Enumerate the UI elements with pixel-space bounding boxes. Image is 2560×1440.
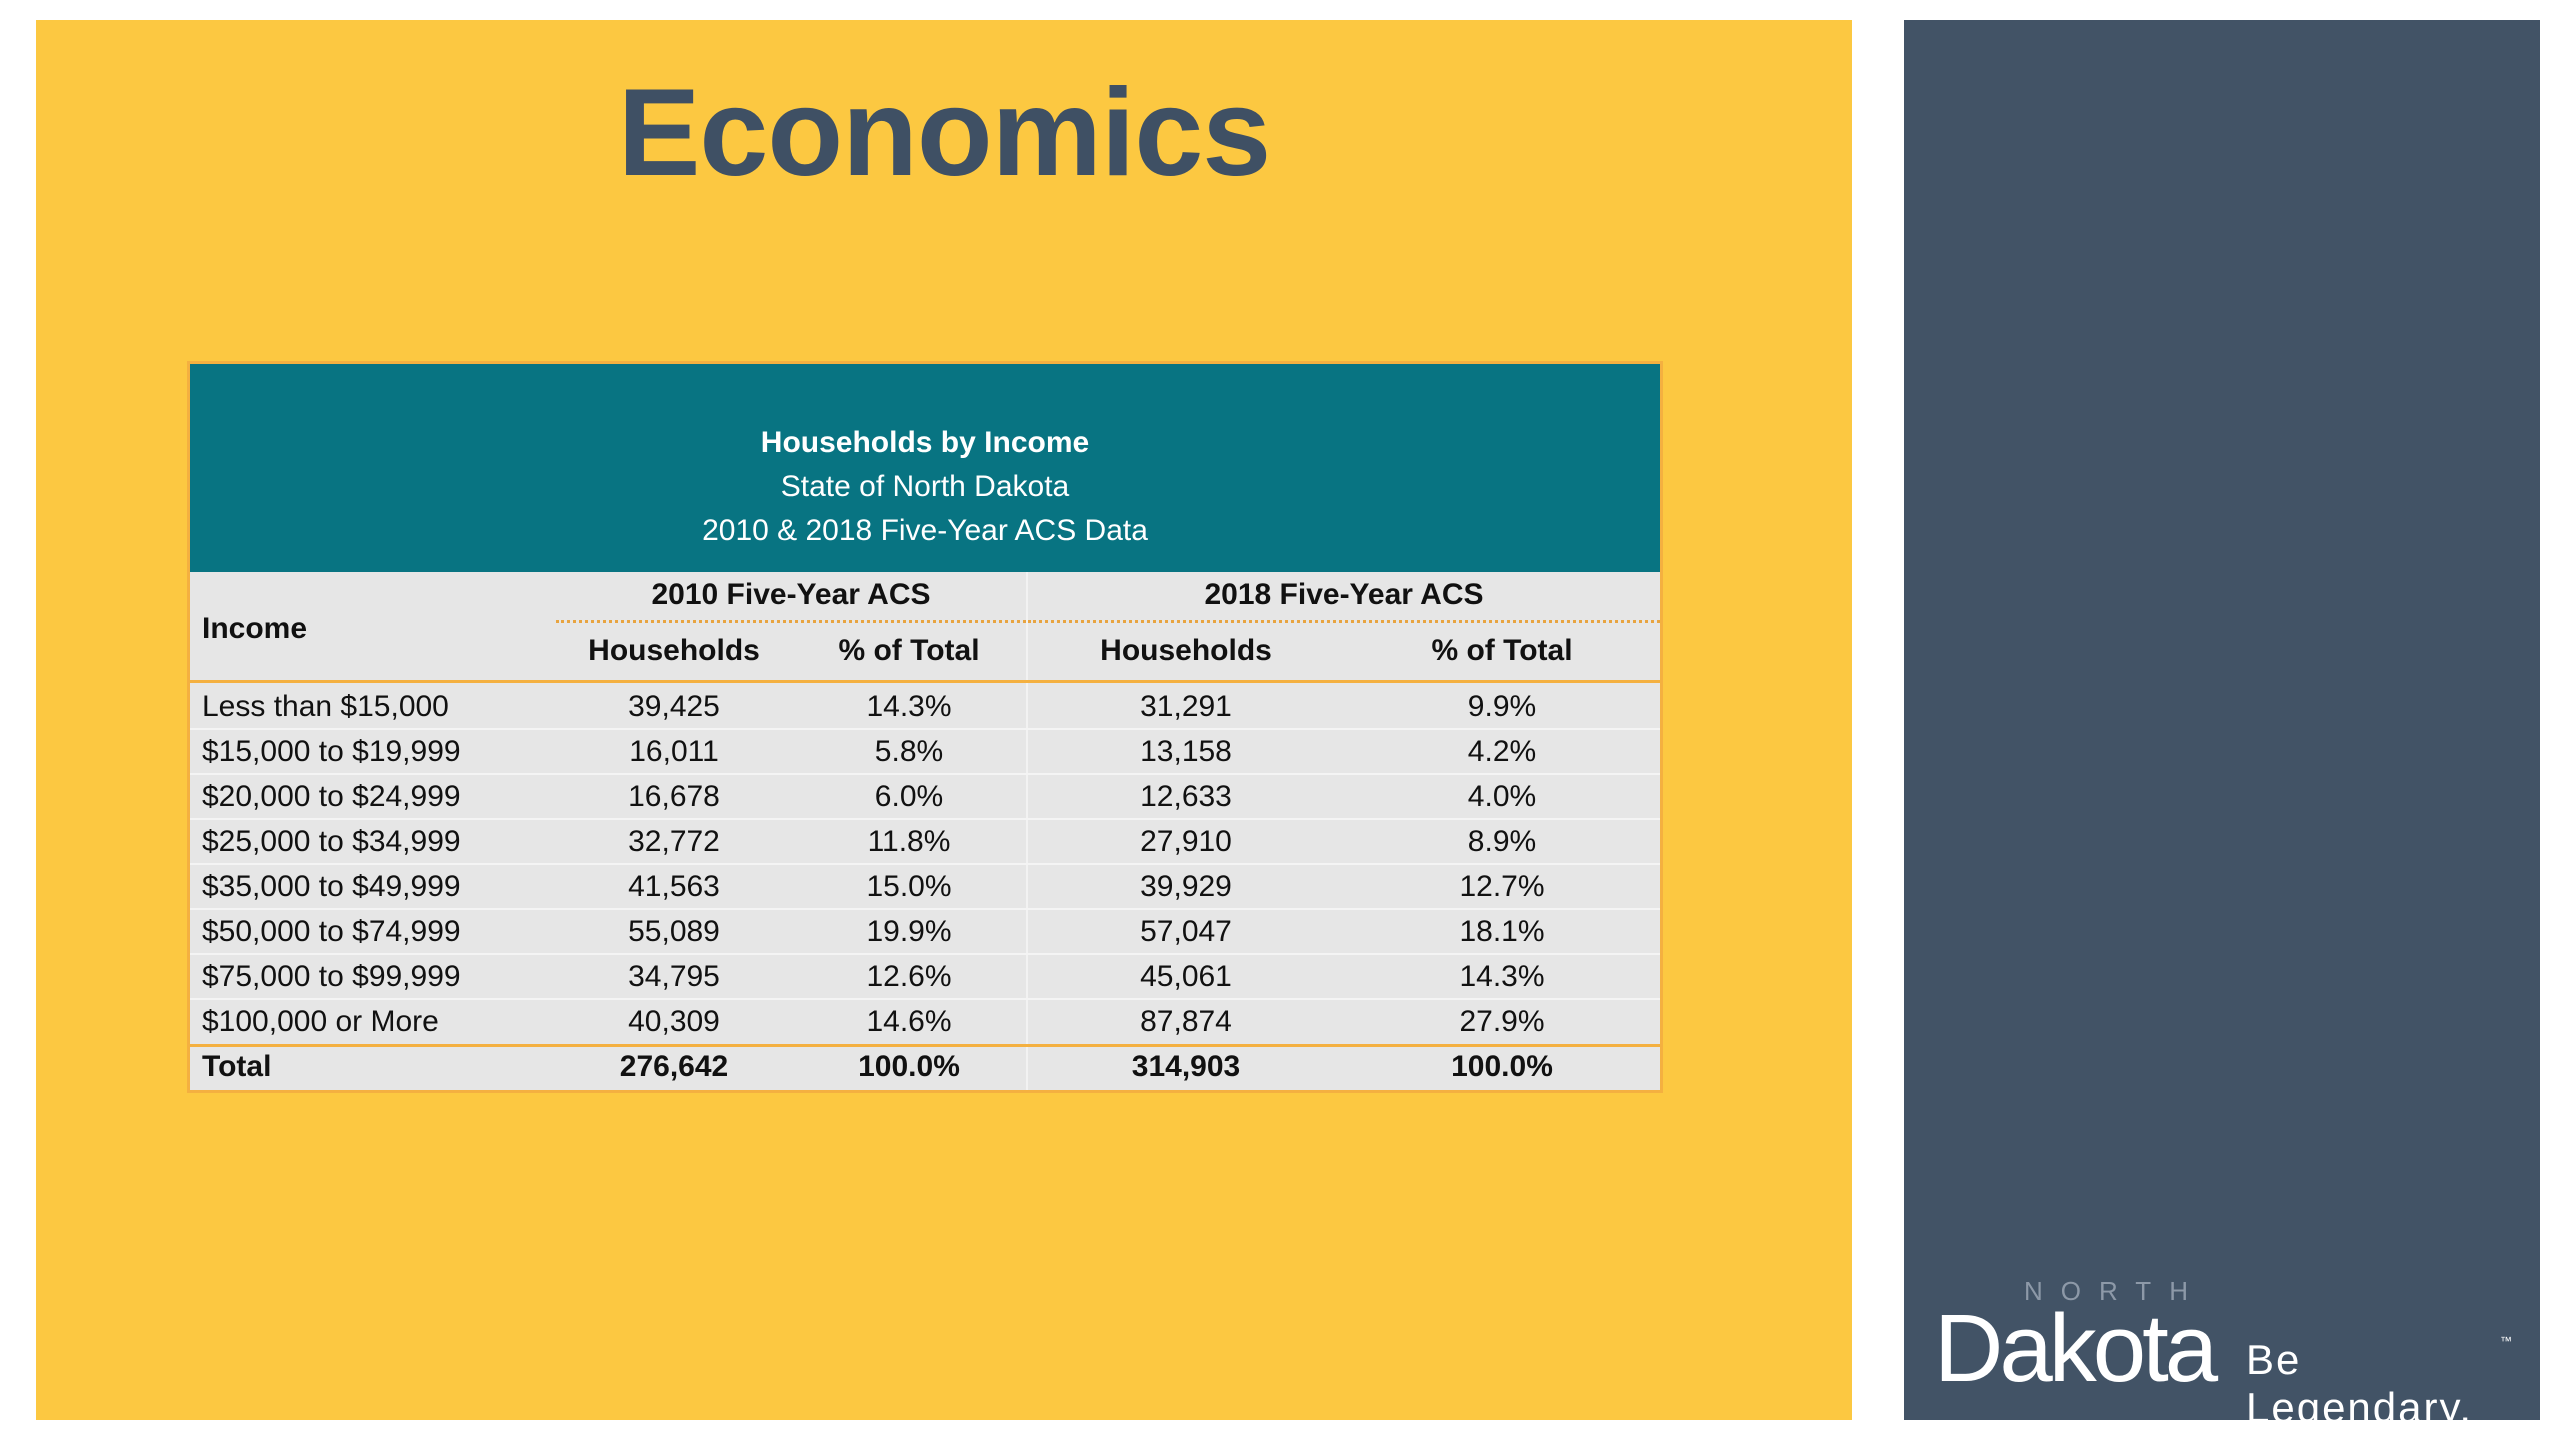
- row-percent-2010: 14.6%: [866, 1005, 952, 1038]
- header-divider: [190, 680, 1660, 683]
- row-percent-2018: 18.1%: [1459, 915, 1545, 948]
- row-income-label: $35,000 to $49,999: [202, 870, 461, 903]
- north-dakota-logo: NORTH Dakota Be Legendary. ™: [1934, 1270, 2514, 1431]
- slide-content: Economics Households by Income State of …: [36, 20, 1852, 1420]
- group-header-2010: 2010 Five-Year ACS: [651, 578, 931, 611]
- row-income-label: $100,000 or More: [202, 1005, 439, 1038]
- income-column-header: Income: [202, 612, 308, 645]
- row-percent-2010: 14.3%: [866, 690, 952, 723]
- row-households-2010: 16,011: [629, 735, 719, 768]
- column-divider: [1026, 572, 1028, 1090]
- table-heading: Households by Income: [760, 426, 1090, 459]
- row-households-2018: 13,158: [1140, 735, 1232, 768]
- group-underline-2010: [556, 620, 1026, 623]
- row-separator: [190, 773, 1660, 775]
- row-households-2018: 31,291: [1140, 690, 1232, 723]
- column-header-percent-2010: % of Total: [838, 634, 980, 667]
- row-percent-2010: 19.9%: [866, 915, 952, 948]
- row-income-label: $50,000 to $74,999: [202, 915, 461, 948]
- row-households-2010: 16,678: [628, 780, 720, 813]
- row-percent-2010: 12.6%: [866, 960, 952, 993]
- row-households-2010: 55,089: [628, 915, 720, 948]
- logo-north-text: NORTH: [2024, 1276, 2206, 1306]
- row-households-2018: 45,061: [1140, 960, 1232, 993]
- slide-title: Economics: [617, 64, 1272, 202]
- row-households-2010: 40,309: [628, 1005, 720, 1038]
- row-households-2018: 39,929: [1140, 870, 1232, 903]
- column-header-households-2010: Households: [588, 634, 760, 667]
- total-label: Total: [202, 1050, 272, 1083]
- total-percent-2018: 100.0%: [1451, 1050, 1553, 1083]
- table-subheading: State of North Dakota: [780, 470, 1070, 503]
- row-percent-2010: 5.8%: [874, 735, 944, 768]
- row-percent-2010: 11.8%: [867, 825, 951, 858]
- table-data-source: 2010 & 2018 Five-Year ACS Data: [702, 514, 1148, 547]
- row-income-label: $15,000 to $19,999: [202, 735, 461, 768]
- side-panel: NORTH Dakota Be Legendary. ™: [1904, 20, 2540, 1431]
- row-income-label: $25,000 to $34,999: [202, 825, 461, 858]
- row-income-label: $20,000 to $24,999: [202, 780, 461, 813]
- row-percent-2018: 4.0%: [1467, 780, 1537, 813]
- row-percent-2010: 6.0%: [874, 780, 944, 813]
- row-households-2018: 27,910: [1140, 825, 1232, 858]
- column-header-percent-2018: % of Total: [1431, 634, 1573, 667]
- row-separator: [190, 908, 1660, 910]
- row-separator: [190, 863, 1660, 865]
- row-households-2010: 34,795: [628, 960, 720, 993]
- row-separator: [190, 728, 1660, 730]
- row-income-label: $75,000 to $99,999: [202, 960, 461, 993]
- row-households-2018: 57,047: [1140, 915, 1232, 948]
- column-header-households-2018: Households: [1100, 634, 1272, 667]
- row-separator: [190, 818, 1660, 820]
- table-grid: Income 2010 Five-Year ACS 2018 Five-Year…: [190, 572, 1660, 1090]
- row-households-2018: 12,633: [1140, 780, 1232, 813]
- row-percent-2018: 27.9%: [1459, 1005, 1545, 1038]
- row-separator: [190, 998, 1660, 1000]
- total-households-2010: 276,642: [619, 1050, 729, 1083]
- trademark-symbol: ™: [2500, 1334, 2512, 1348]
- row-percent-2018: 9.9%: [1467, 690, 1537, 723]
- row-percent-2018: 8.9%: [1467, 825, 1537, 858]
- logo-dakota-text: Dakota: [1934, 1295, 2218, 1402]
- row-separator: [190, 953, 1660, 955]
- logo-tagline: Be Legendary.: [2246, 1336, 2474, 1431]
- group-header-2018: 2018 Five-Year ACS: [1204, 578, 1484, 611]
- row-percent-2010: 15.0%: [866, 870, 952, 903]
- row-households-2010: 32,772: [628, 825, 720, 858]
- row-percent-2018: 14.3%: [1459, 960, 1545, 993]
- total-households-2018: 314,903: [1131, 1050, 1241, 1083]
- row-households-2018: 87,874: [1140, 1005, 1232, 1038]
- row-percent-2018: 12.7%: [1459, 870, 1545, 903]
- row-income-label: Less than $15,000: [202, 690, 449, 723]
- group-underline-2018: [1028, 620, 1660, 623]
- total-percent-2010: 100.0%: [858, 1050, 960, 1083]
- row-households-2010: 39,425: [628, 690, 720, 723]
- row-percent-2018: 4.2%: [1467, 735, 1537, 768]
- table-header: Households by Income State of North Dako…: [190, 364, 1660, 572]
- total-divider: [190, 1044, 1660, 1047]
- row-households-2010: 41,563: [628, 870, 720, 903]
- households-by-income-table: Households by Income State of North Dako…: [190, 364, 1660, 1090]
